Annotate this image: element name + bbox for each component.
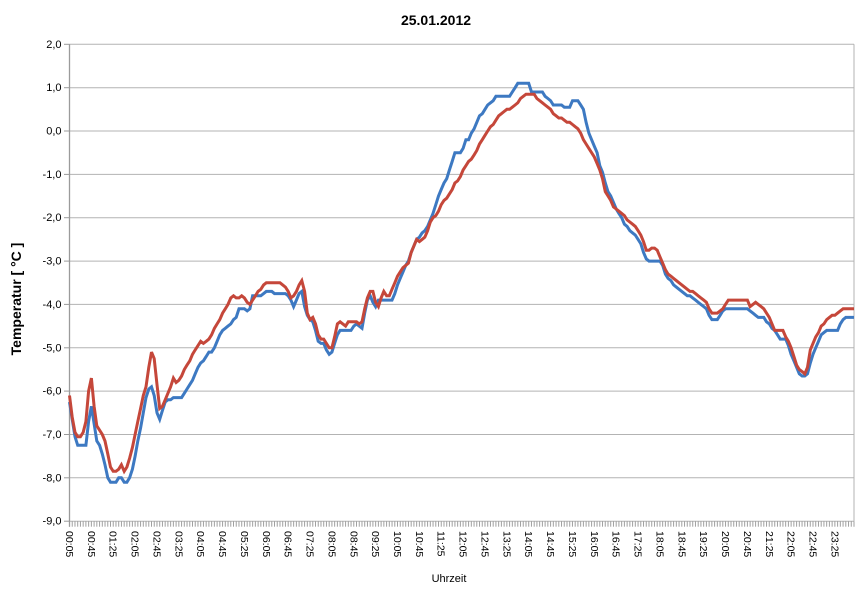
- svg-text:-9,0: -9,0: [43, 516, 62, 528]
- svg-text:06:05: 06:05: [260, 531, 272, 557]
- svg-text:18:45: 18:45: [675, 531, 687, 557]
- svg-text:22:45: 22:45: [807, 531, 819, 557]
- svg-text:09:25: 09:25: [369, 531, 381, 557]
- svg-text:13:25: 13:25: [500, 531, 512, 557]
- svg-text:05:25: 05:25: [238, 531, 250, 557]
- svg-text:Uhrzeit: Uhrzeit: [432, 573, 467, 585]
- svg-text:-8,0: -8,0: [43, 472, 62, 484]
- svg-text:23:25: 23:25: [828, 531, 840, 557]
- svg-text:03:25: 03:25: [172, 531, 184, 557]
- svg-text:21:25: 21:25: [763, 531, 775, 557]
- svg-text:04:05: 04:05: [194, 531, 206, 557]
- svg-text:14:45: 14:45: [544, 531, 556, 557]
- svg-text:16:05: 16:05: [588, 531, 600, 557]
- svg-text:0,0: 0,0: [46, 126, 61, 138]
- svg-text:2,0: 2,0: [46, 39, 61, 51]
- svg-text:-7,0: -7,0: [43, 429, 62, 441]
- svg-text:06:45: 06:45: [282, 531, 294, 557]
- svg-text:04:45: 04:45: [216, 531, 228, 557]
- svg-text:00:05: 00:05: [63, 531, 75, 557]
- svg-text:19:25: 19:25: [697, 531, 709, 557]
- svg-text:15:25: 15:25: [566, 531, 578, 557]
- svg-text:Temperatur [ °C ]: Temperatur [ °C ]: [8, 243, 24, 356]
- svg-text:12:05: 12:05: [457, 531, 469, 557]
- svg-text:-1,0: -1,0: [43, 169, 62, 181]
- svg-text:22:05: 22:05: [785, 531, 797, 557]
- svg-text:-2,0: -2,0: [43, 212, 62, 224]
- svg-text:20:45: 20:45: [741, 531, 753, 557]
- svg-text:12:45: 12:45: [479, 531, 491, 557]
- svg-text:20:05: 20:05: [719, 531, 731, 557]
- svg-text:17:25: 17:25: [632, 531, 644, 557]
- svg-text:-4,0: -4,0: [43, 299, 62, 311]
- svg-text:10:05: 10:05: [391, 531, 403, 557]
- svg-text:16:45: 16:45: [610, 531, 622, 557]
- svg-text:10:45: 10:45: [413, 531, 425, 557]
- svg-text:00:45: 00:45: [85, 531, 97, 557]
- svg-text:02:45: 02:45: [151, 531, 163, 557]
- svg-text:-6,0: -6,0: [43, 386, 62, 398]
- svg-text:-3,0: -3,0: [43, 256, 62, 268]
- svg-text:07:25: 07:25: [304, 531, 316, 557]
- svg-text:1,0: 1,0: [46, 82, 61, 94]
- svg-text:-5,0: -5,0: [43, 342, 62, 354]
- svg-text:14:05: 14:05: [522, 531, 534, 557]
- svg-text:02:05: 02:05: [129, 531, 141, 557]
- svg-text:08:45: 08:45: [347, 531, 359, 557]
- svg-text:11:25: 11:25: [435, 531, 447, 557]
- svg-text:01:25: 01:25: [107, 531, 119, 557]
- svg-text:18:05: 18:05: [653, 531, 665, 557]
- svg-text:25.01.2012: 25.01.2012: [401, 12, 471, 28]
- svg-text:08:05: 08:05: [325, 531, 337, 557]
